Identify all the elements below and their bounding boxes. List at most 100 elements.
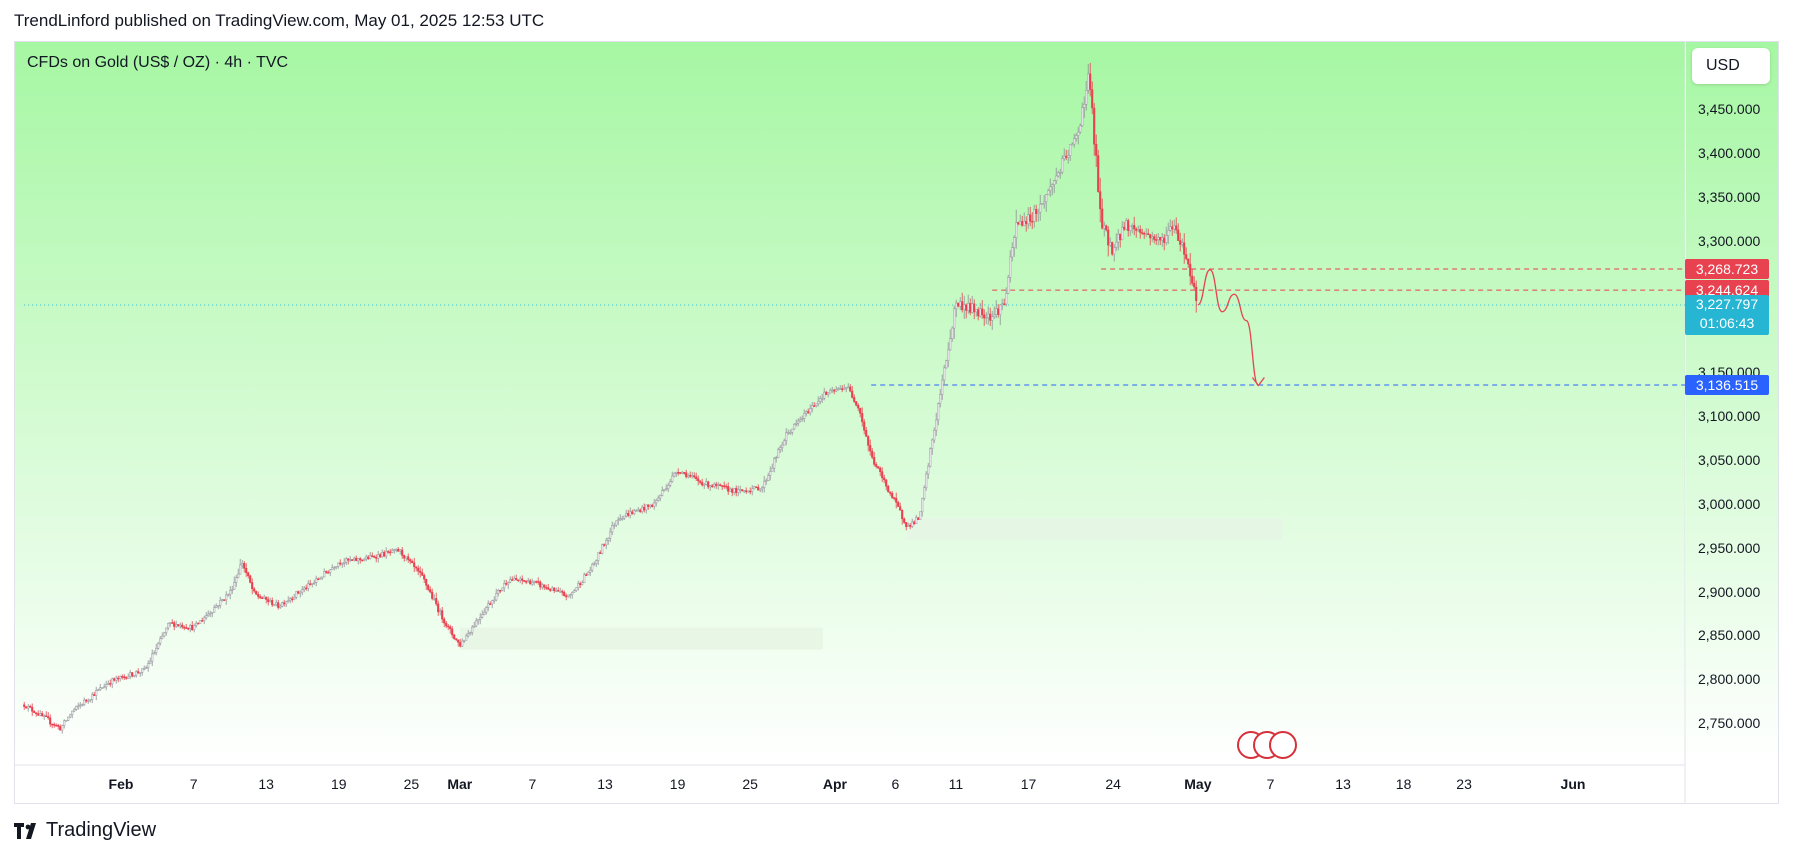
candle-body bbox=[335, 566, 338, 568]
candle-body bbox=[197, 622, 200, 625]
candle-body bbox=[511, 579, 514, 581]
candle-body bbox=[691, 475, 694, 477]
candle-body bbox=[521, 578, 524, 581]
candle-body bbox=[1119, 233, 1122, 241]
candle-body bbox=[589, 569, 592, 573]
candle-body bbox=[1179, 240, 1182, 245]
currency-button[interactable]: USD bbox=[1692, 48, 1770, 84]
candle-body bbox=[291, 598, 294, 600]
candle-body bbox=[773, 458, 776, 469]
us-flag-icon[interactable] bbox=[1269, 731, 1297, 759]
candle-body bbox=[883, 477, 886, 481]
candle-body bbox=[1103, 225, 1106, 229]
candle-body bbox=[1097, 155, 1100, 192]
x-tick-label: 19 bbox=[331, 776, 347, 792]
candle-body bbox=[411, 561, 414, 563]
candle-body bbox=[109, 683, 112, 685]
candle-body bbox=[555, 590, 558, 592]
candle-body bbox=[723, 485, 726, 487]
candle-body bbox=[591, 564, 594, 571]
candle-body bbox=[689, 475, 692, 477]
candle-body bbox=[1169, 226, 1172, 231]
candle-body bbox=[957, 302, 960, 307]
candle-body bbox=[563, 592, 566, 597]
candle-body bbox=[789, 432, 792, 434]
candle-body bbox=[249, 575, 252, 583]
candle-body bbox=[117, 677, 120, 680]
candle-body bbox=[281, 602, 284, 607]
candle-body bbox=[271, 599, 274, 606]
candle-body bbox=[1035, 209, 1038, 214]
candle-body bbox=[705, 481, 708, 485]
candle-body bbox=[657, 497, 660, 501]
candle-body bbox=[787, 432, 790, 434]
candle-body bbox=[55, 724, 58, 727]
candle-body bbox=[755, 486, 758, 488]
candle-body bbox=[533, 581, 536, 583]
candle-body bbox=[313, 582, 316, 584]
candle-body bbox=[721, 485, 724, 487]
candle-body bbox=[145, 667, 148, 669]
candle-body bbox=[991, 316, 994, 321]
candle-body bbox=[801, 418, 804, 420]
candle-body bbox=[941, 379, 944, 395]
candle-body bbox=[269, 599, 272, 602]
candle-body bbox=[127, 676, 130, 679]
candle-body bbox=[731, 488, 734, 493]
candle-body bbox=[581, 582, 584, 585]
candle-body bbox=[623, 515, 626, 519]
candle-body bbox=[221, 599, 224, 601]
candle-body bbox=[29, 705, 32, 708]
candle-body bbox=[235, 577, 238, 583]
candle-body bbox=[285, 601, 288, 605]
candle-body bbox=[1055, 175, 1058, 181]
candle-body bbox=[45, 715, 48, 717]
candle-body bbox=[1109, 242, 1112, 246]
candle-body bbox=[1135, 228, 1138, 231]
candle-body bbox=[247, 572, 250, 577]
candle-body bbox=[631, 511, 634, 514]
candle-body bbox=[661, 490, 664, 496]
candle-body bbox=[875, 464, 878, 467]
candle-body bbox=[477, 619, 480, 622]
candle-body bbox=[867, 436, 870, 446]
candle-body bbox=[61, 725, 64, 731]
candle-body bbox=[951, 327, 954, 339]
candle-body bbox=[1191, 275, 1194, 284]
x-tick-label: Mar bbox=[447, 776, 473, 792]
candle-body bbox=[349, 559, 352, 561]
candle-body bbox=[901, 509, 904, 520]
x-tick-label: 25 bbox=[742, 776, 758, 792]
projection-path[interactable] bbox=[1197, 269, 1260, 387]
candle-body bbox=[173, 622, 176, 627]
candle-body bbox=[367, 556, 370, 560]
candle-body bbox=[207, 613, 210, 616]
candle-body bbox=[897, 502, 900, 507]
candle-body bbox=[359, 558, 362, 561]
candle-body bbox=[891, 493, 894, 498]
x-tick-label: Jun bbox=[1560, 776, 1586, 792]
candle-body bbox=[357, 558, 360, 562]
candle-body bbox=[1045, 194, 1048, 203]
candle-body bbox=[683, 472, 686, 474]
price-scale[interactable] bbox=[1686, 42, 1778, 764]
tradingview-logo[interactable]: TradingView bbox=[14, 819, 156, 842]
candle-body bbox=[1195, 286, 1198, 302]
candle-body bbox=[585, 574, 588, 576]
candle-body bbox=[473, 625, 476, 628]
candle-body bbox=[361, 559, 364, 562]
candle-body bbox=[209, 612, 212, 615]
candle-body bbox=[507, 581, 510, 585]
candle-body bbox=[993, 314, 996, 317]
candle-body bbox=[75, 705, 78, 710]
candle-body bbox=[973, 303, 976, 313]
candle-body bbox=[337, 562, 340, 567]
candle-body bbox=[923, 487, 926, 499]
candle-body bbox=[749, 490, 752, 493]
plot-area[interactable] bbox=[15, 42, 1685, 764]
candle-body bbox=[121, 676, 124, 678]
candle-body bbox=[645, 504, 648, 511]
candle-body bbox=[795, 422, 798, 425]
candle-body bbox=[983, 314, 986, 319]
